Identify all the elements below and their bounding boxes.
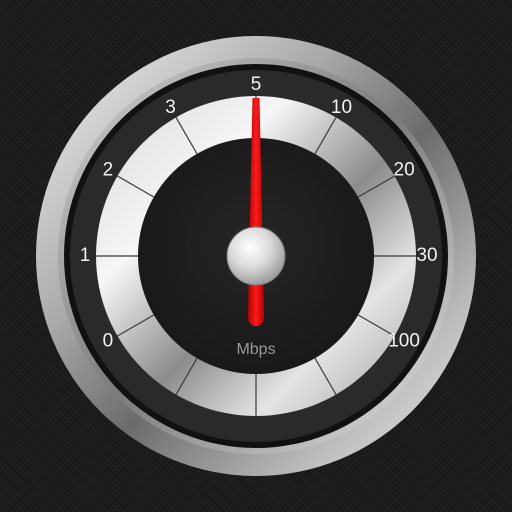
tick-lines (96, 96, 416, 416)
tick-line (117, 314, 155, 337)
scale-label-10: 10 (331, 97, 352, 118)
scale-label-3: 3 (165, 97, 176, 118)
tick-line (357, 314, 395, 337)
tick-line (175, 117, 198, 155)
scale-label-20: 20 (394, 160, 415, 181)
tick-line (314, 117, 337, 155)
needle-hub-icon (226, 226, 286, 286)
scale-label-1: 1 (80, 245, 91, 266)
scale-label-100: 100 (388, 331, 420, 352)
scale-label-5: 5 (251, 74, 262, 95)
scale-labels: 0 1 2 3 5 10 20 30 100 (80, 74, 438, 352)
scale-label-2: 2 (103, 160, 114, 181)
scale-label-0: 0 (103, 331, 114, 352)
unit-label: Mbps (236, 341, 275, 358)
tick-line (357, 175, 395, 198)
tick-line (314, 357, 337, 395)
tick-line (117, 175, 155, 198)
tick-line (175, 357, 198, 395)
scale-label-30: 30 (416, 245, 437, 266)
